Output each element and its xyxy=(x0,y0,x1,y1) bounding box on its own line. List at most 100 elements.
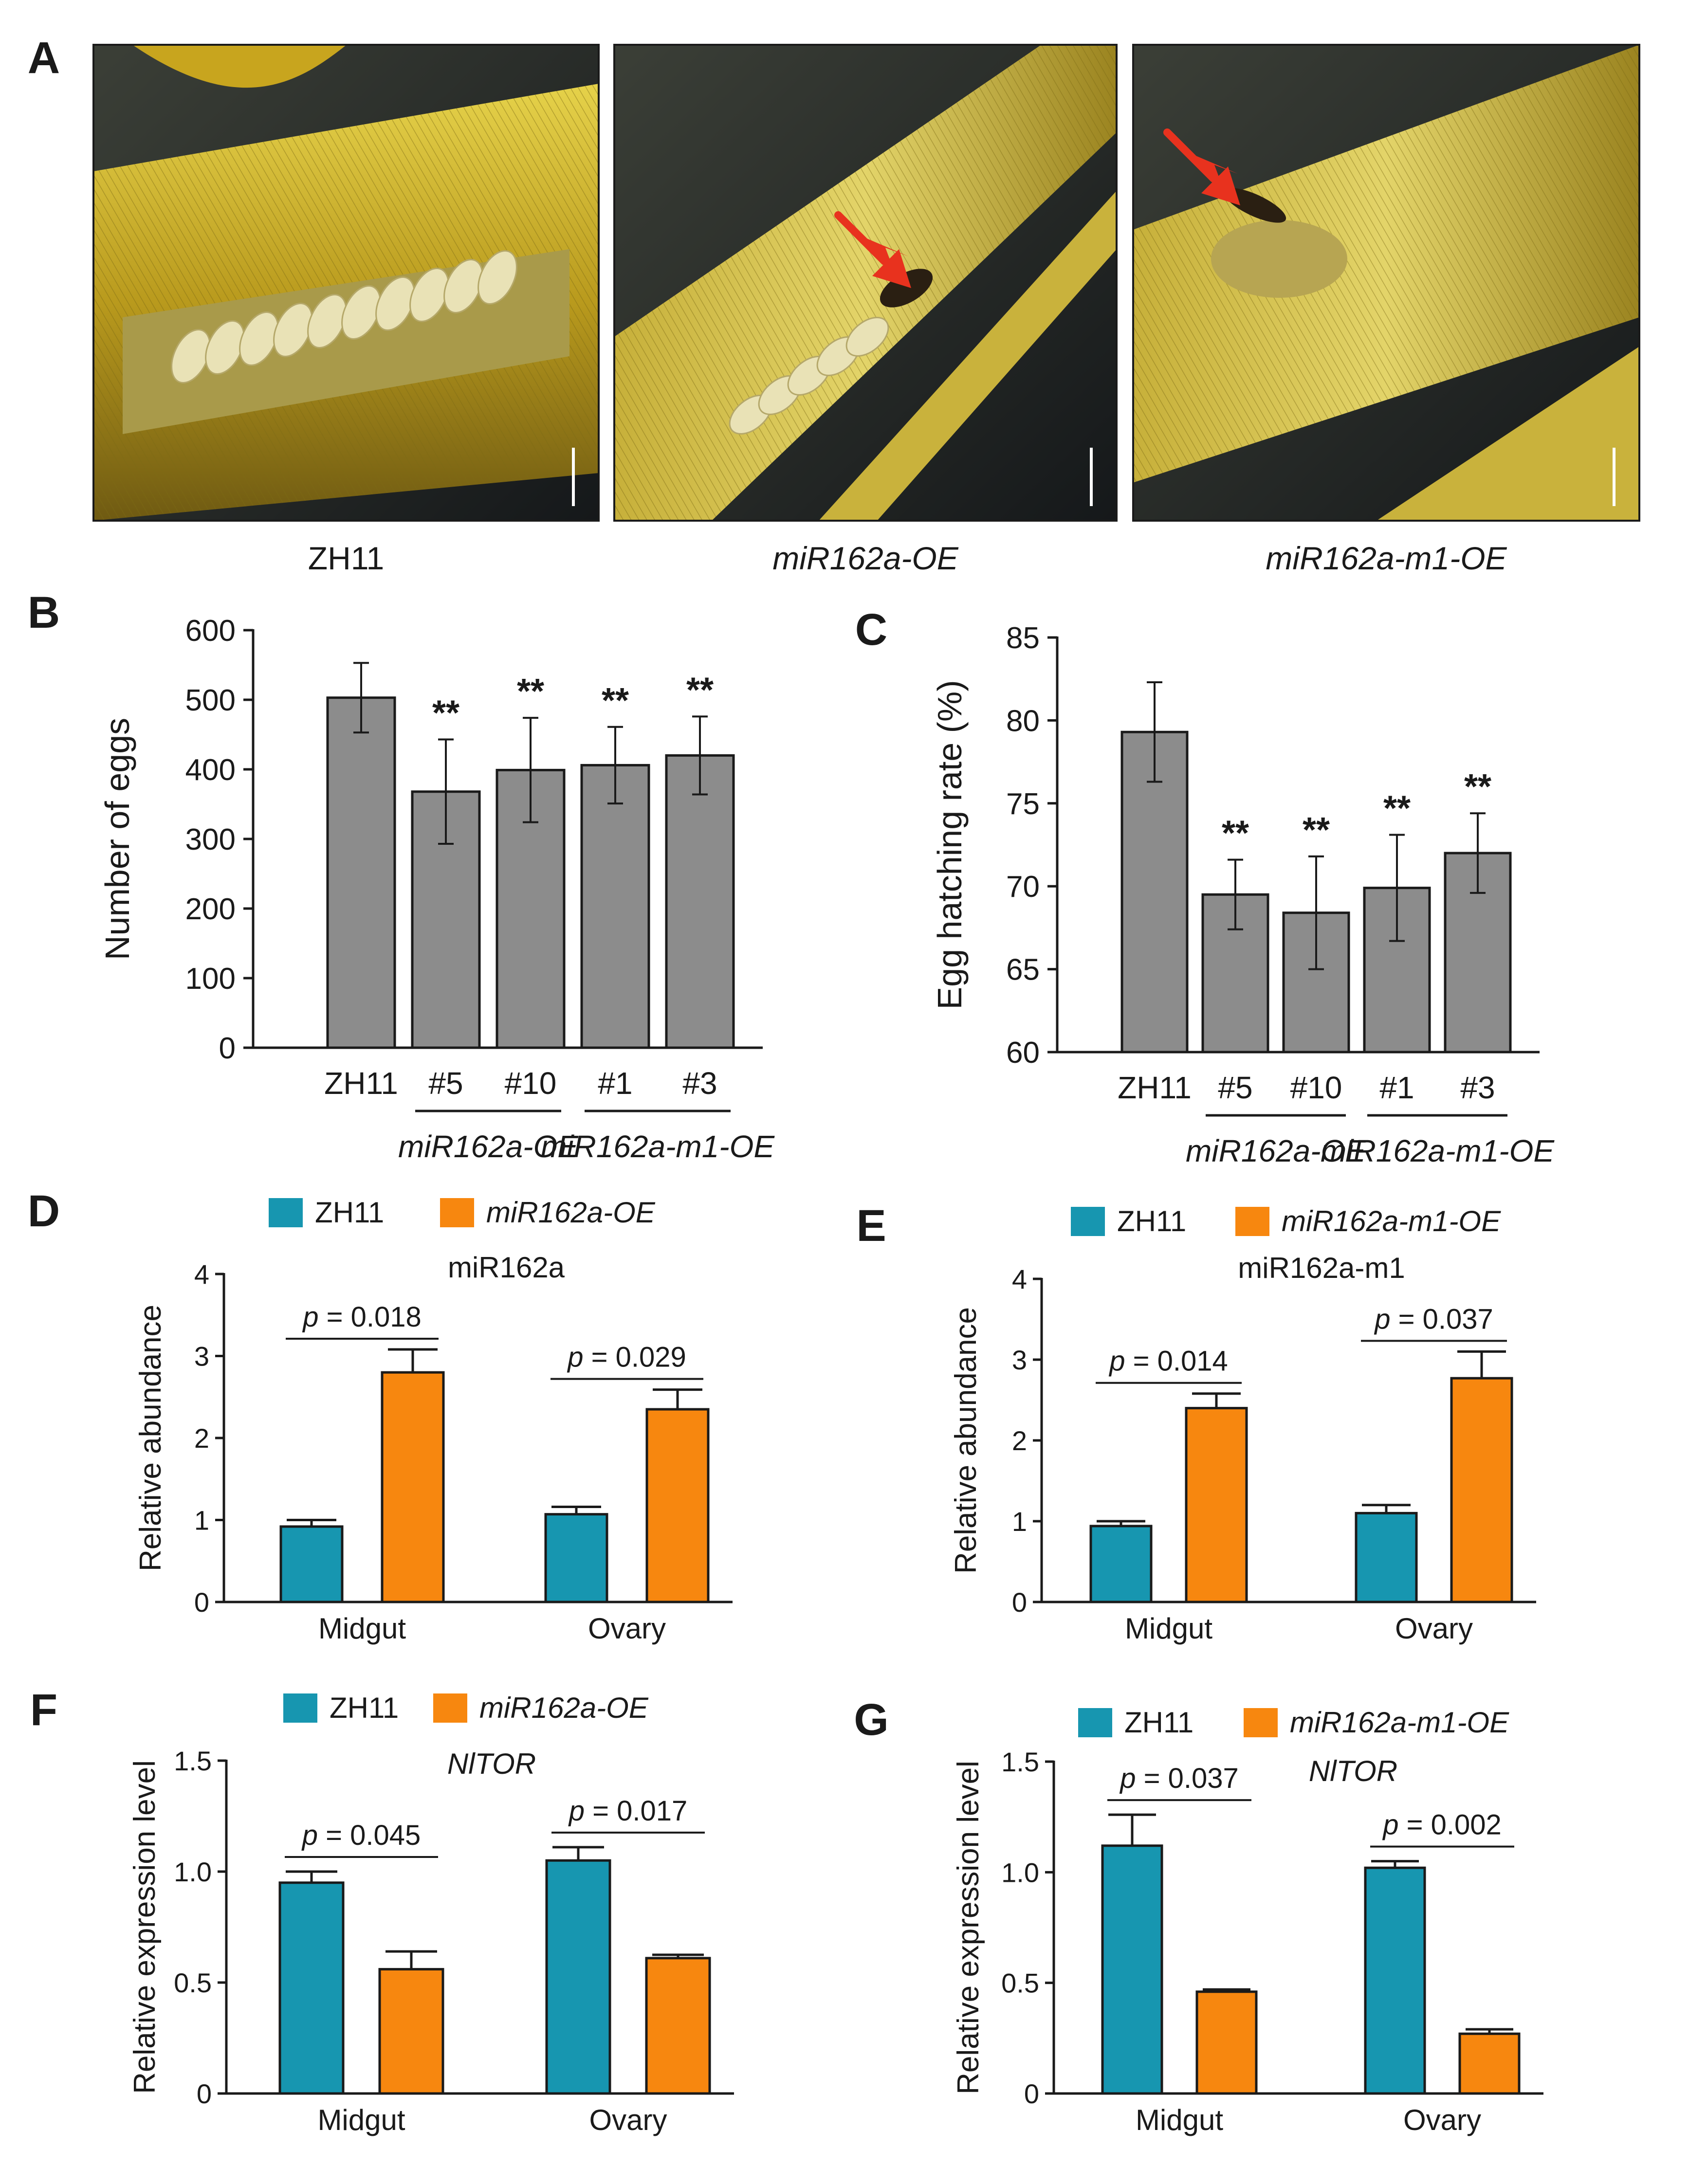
photo-content xyxy=(93,45,599,521)
panel-letter-g: G xyxy=(854,1695,889,1745)
y-tick-label: 200 xyxy=(185,892,236,926)
photo-caption: ZH11 xyxy=(308,540,385,576)
y-tick-label: 3 xyxy=(1012,1345,1027,1375)
legend-label: miR162a-OE xyxy=(479,1692,649,1724)
chart-title: miR162a xyxy=(448,1251,565,1284)
panel-letter-e: E xyxy=(856,1201,886,1251)
bar xyxy=(1195,1990,1258,2095)
legend-label: ZH11 xyxy=(1117,1205,1186,1238)
planthopper xyxy=(1223,188,1286,223)
y-tick-label: 0.5 xyxy=(174,1967,212,1998)
bar xyxy=(665,754,735,1049)
leaf-fragment xyxy=(132,45,347,88)
y-tick-label: 2 xyxy=(1012,1425,1027,1456)
chart-b: 0 100 200 300 400 500 600 Number of eggs ZH11 ** #… xyxy=(98,614,775,1164)
chart-g: 0 0.5 1.0 1.5 Relative expression level NlTOR… xyxy=(952,1706,1543,2136)
egg xyxy=(845,316,889,357)
bar xyxy=(381,1371,445,1603)
stem-veins xyxy=(1133,45,1639,483)
y-axis-label: Relative expression level xyxy=(952,1761,985,2094)
x-tick-label: Ovary xyxy=(1403,2104,1481,2136)
x-tick-label: Midgut xyxy=(1136,2104,1223,2136)
chart-title: miR162a-m1 xyxy=(1238,1252,1405,1284)
group-label: miR162a-OE xyxy=(398,1129,579,1164)
legend-label: miR162a-m1-OE xyxy=(1282,1205,1501,1238)
x-tick-label: Midgut xyxy=(1125,1612,1212,1645)
x-tick-label: #1 xyxy=(1379,1070,1414,1105)
panel-letter-c: C xyxy=(855,605,887,655)
legend-swatch xyxy=(1235,1207,1269,1236)
y-tick-label: 400 xyxy=(185,753,236,787)
planthopper xyxy=(880,269,933,308)
bar xyxy=(1089,1525,1153,1603)
significance-mark: ** xyxy=(1222,814,1249,853)
chart-title: NlTOR xyxy=(447,1747,536,1780)
y-tick-label: 70 xyxy=(1006,870,1040,904)
bar xyxy=(1120,730,1189,1054)
p-value-label: p = 0.037 xyxy=(1374,1303,1493,1335)
photo-zh11: ZH11 xyxy=(92,44,600,576)
bar xyxy=(645,1408,710,1603)
y-axis-label: Relative abundance xyxy=(949,1307,983,1574)
bar xyxy=(326,696,396,1049)
y-tick-label: 0 xyxy=(197,2078,212,2109)
chart-c: 60 65 70 75 80 85 Egg hatching rate (%) ZH11 ** #… xyxy=(931,621,1555,1168)
y-tick-label: 1.0 xyxy=(174,1856,212,1887)
photo-caption: miR162a-OE xyxy=(772,540,958,576)
y-tick-label: 0 xyxy=(1024,2078,1039,2109)
leaf-sheath xyxy=(819,191,1117,521)
x-tick-label: #5 xyxy=(1218,1070,1252,1105)
y-axis-label: Number of eggs xyxy=(98,718,136,960)
legend-swatch xyxy=(433,1693,467,1723)
x-tick-label: Ovary xyxy=(588,1612,666,1645)
x-tick-label: #10 xyxy=(1290,1070,1342,1105)
bar xyxy=(645,1957,711,2095)
significance-mark: ** xyxy=(1464,767,1491,806)
x-tick-label: Midgut xyxy=(318,1612,406,1645)
y-tick-label: 85 xyxy=(1006,621,1040,655)
p-value-label: p = 0.002 xyxy=(1382,1809,1502,1841)
legend-label: ZH11 xyxy=(1124,1706,1193,1739)
legend-label: miR162a-m1-OE xyxy=(1290,1706,1509,1739)
bar xyxy=(278,1881,345,2095)
red-arrow-shaft xyxy=(1163,128,1217,182)
y-tick-label: 1.5 xyxy=(174,1746,212,1776)
photo-mir162a-m1-oe: miR162a-m1-OE xyxy=(1132,44,1640,576)
y-tick-label: 0.5 xyxy=(1001,1968,1039,1999)
x-tick-label: #3 xyxy=(682,1066,717,1101)
x-tick-label: ZH11 xyxy=(324,1066,398,1101)
p-value-label: p = 0.037 xyxy=(1119,1763,1239,1794)
p-value-label: p = 0.017 xyxy=(568,1795,688,1827)
panel-letter-a: A xyxy=(28,33,60,83)
x-tick-label: #3 xyxy=(1460,1070,1495,1105)
y-tick-label: 1.0 xyxy=(1001,1857,1039,1888)
x-tick-label: ZH11 xyxy=(1118,1070,1192,1105)
y-tick-label: 80 xyxy=(1006,704,1040,738)
photo-border xyxy=(92,44,600,522)
y-tick-label: 4 xyxy=(194,1259,209,1290)
significance-mark: ** xyxy=(517,672,544,711)
y-tick-label: 60 xyxy=(1006,1036,1040,1070)
bar xyxy=(544,1513,608,1603)
photo-border xyxy=(1132,44,1640,522)
photo-mir162a-oe: miR162a-OE xyxy=(613,44,1118,576)
y-tick-label: 65 xyxy=(1006,953,1040,987)
bar xyxy=(1355,1511,1418,1603)
significance-mark: ** xyxy=(432,694,459,733)
cavity xyxy=(1211,220,1347,298)
bar xyxy=(1450,1377,1513,1603)
significance-mark: ** xyxy=(1303,811,1330,850)
chart-title: NlTOR xyxy=(1309,1755,1397,1787)
y-tick-label: 2 xyxy=(194,1423,209,1454)
y-tick-label: 1 xyxy=(194,1505,209,1536)
legend-swatch xyxy=(283,1693,317,1723)
y-tick-label: 0 xyxy=(1012,1587,1027,1618)
x-tick-label: Midgut xyxy=(317,2104,405,2136)
legend-label: miR162a-OE xyxy=(486,1196,656,1229)
y-tick-label: 300 xyxy=(185,823,236,856)
y-tick-label: 100 xyxy=(185,962,236,996)
egg xyxy=(477,250,517,305)
y-tick-label: 75 xyxy=(1006,787,1040,821)
y-axis-label: Relative abundance xyxy=(134,1305,167,1571)
